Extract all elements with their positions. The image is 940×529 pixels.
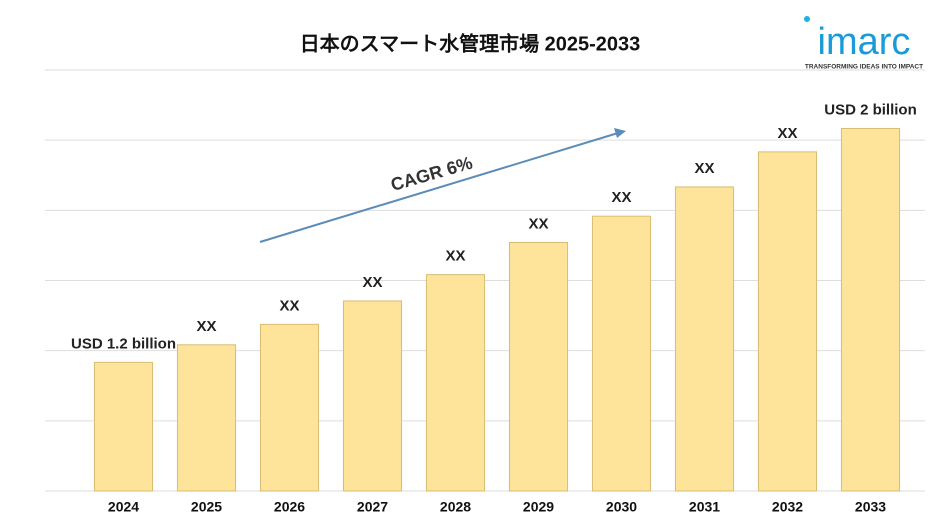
value-label: USD 1.2 billion bbox=[71, 335, 176, 352]
bar bbox=[93, 361, 154, 492]
bar bbox=[508, 241, 569, 492]
bar bbox=[425, 274, 486, 492]
value-label: XX bbox=[611, 189, 631, 206]
x-tick-label: 2028 bbox=[440, 499, 471, 515]
x-tick-label: 2029 bbox=[523, 499, 554, 515]
cagr-arrowhead bbox=[614, 128, 626, 138]
logo-name: imarc bbox=[818, 21, 911, 63]
cagr-arrow bbox=[259, 132, 619, 243]
bar bbox=[342, 300, 403, 492]
x-tick-label: 2031 bbox=[689, 499, 720, 515]
x-tick-label: 2026 bbox=[274, 499, 305, 515]
value-label: XX bbox=[362, 274, 382, 291]
logo-tagline: TRANSFORMING IDEAS INTO IMPACT bbox=[805, 64, 923, 71]
x-tick-label: 2024 bbox=[108, 499, 139, 515]
bar bbox=[674, 186, 735, 492]
x-tick-label: 2033 bbox=[855, 499, 886, 515]
value-label: XX bbox=[196, 318, 216, 335]
logo-dot bbox=[804, 16, 810, 22]
bar bbox=[176, 344, 237, 492]
cagr-label: CAGR 6% bbox=[389, 153, 475, 195]
value-label: XX bbox=[528, 215, 548, 232]
bar bbox=[259, 323, 320, 492]
bar bbox=[591, 215, 652, 492]
value-label: USD 2 billion bbox=[824, 101, 917, 118]
x-tick-label: 2030 bbox=[606, 499, 637, 515]
value-label: XX bbox=[777, 125, 797, 142]
bar bbox=[840, 127, 901, 492]
bar bbox=[757, 151, 818, 492]
value-label: XX bbox=[279, 297, 299, 314]
x-tick-label: 2032 bbox=[772, 499, 803, 515]
chart-title: 日本のスマート水管理市場 2025-2033 bbox=[300, 31, 641, 55]
x-tick-label: 2025 bbox=[191, 499, 222, 515]
value-label: XX bbox=[445, 248, 465, 265]
x-tick-label: 2027 bbox=[357, 499, 388, 515]
value-label: XX bbox=[694, 160, 714, 177]
